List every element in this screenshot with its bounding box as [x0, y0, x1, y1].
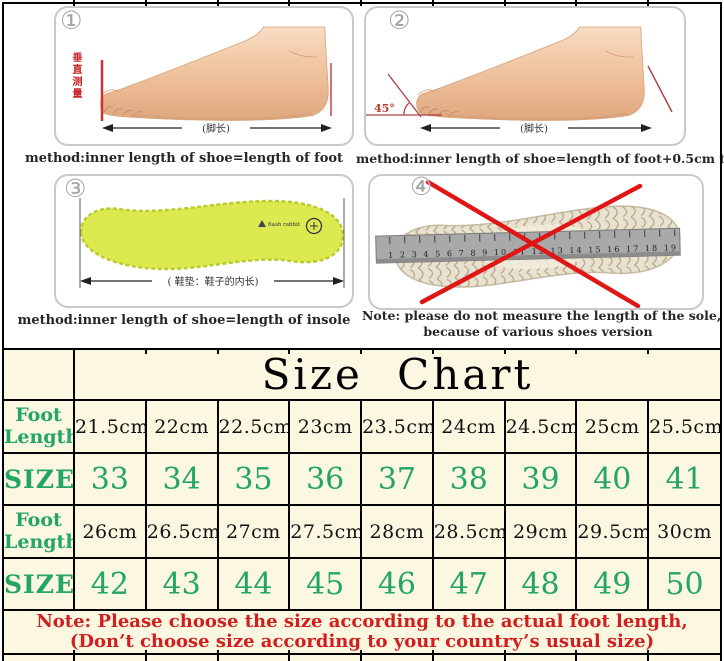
heel-angle-line	[647, 65, 673, 113]
foot-measure-illustration: (脚长)	[99, 25, 332, 135]
size-cell: 35	[216, 452, 291, 506]
title-row-empty-cell	[4, 348, 75, 401]
size-cell: 34	[144, 452, 219, 506]
size-note: Note: Please choose the size according t…	[4, 609, 720, 655]
foot-length-cell: 28cm	[360, 504, 434, 559]
step-3-caption: method:inner length of shoe=length of in…	[17, 313, 351, 328]
foot-length-cell: 29.5cm	[575, 504, 650, 559]
foot-length-cell: 30cm	[647, 504, 720, 559]
foot-length-row-2: Foot Length 26cm 26.5cm 27cm 27.5cm 28cm…	[4, 504, 720, 559]
vertical-measure-label: 垂直测量	[70, 52, 81, 100]
foot-length-cell: 21.5cm	[73, 399, 147, 454]
foot-length-cell: 23cm	[288, 399, 363, 454]
foot-length-header: Foot Length	[4, 399, 75, 454]
size-cell: 44	[216, 557, 291, 611]
size-cell: 45	[288, 557, 363, 611]
step-4-badge: ④	[410, 172, 433, 201]
angle-label: 45°	[374, 102, 395, 115]
red-cross-icon	[419, 179, 643, 308]
size-cell: 39	[503, 452, 578, 506]
foot-length-cell: 29cm	[503, 504, 578, 559]
step-4-caption-line1: Note: please do not measure the length o…	[362, 308, 722, 323]
size-row-2: SIZE 42 43 44 45 46 47 48 49 50	[4, 557, 720, 611]
step-2-panel: 45° (脚长)	[364, 6, 686, 146]
size-cell: 33	[73, 452, 147, 506]
size-chart-title: Size Chart	[73, 348, 720, 401]
step-4-caption-line2: because of various shoes version	[423, 324, 653, 339]
size-header: SIZE	[4, 557, 75, 611]
size-cell: 38	[431, 452, 506, 506]
foot-length-cell: 23.5cm	[360, 399, 434, 454]
size-cell: 37	[360, 452, 434, 506]
sole-ruler-illustration: 1 2 3 4 5 6 7 8 9 10 11 12 13 14 15 16 1…	[375, 179, 681, 308]
step-1-panel: 垂直测量	[54, 6, 354, 146]
insole-shape	[79, 199, 345, 271]
foot-length-cell: 28.5cm	[431, 504, 506, 559]
foot-length-cell: 22cm	[144, 399, 219, 454]
foot-length-cell: 25.5cm	[647, 399, 720, 454]
foot-length-cell: 22.5cm	[216, 399, 291, 454]
size-cell: 50	[647, 557, 720, 611]
bottom-column-ticks	[0, 650, 724, 661]
size-cell: 40	[575, 452, 650, 506]
angle-45-line	[387, 73, 422, 118]
foot-length-arrow-label: (脚长)	[202, 122, 230, 135]
foot-length-header: Foot Length	[4, 504, 75, 559]
size-note-line1: Note: Please choose the size according t…	[36, 611, 688, 632]
foot-length-cell: 25cm	[575, 399, 650, 454]
size-row-1: SIZE 33 34 35 36 37 38 39 40 41	[4, 452, 720, 506]
title-row-ticks	[0, 350, 724, 354]
foot-length-cell: 24cm	[431, 399, 506, 454]
foot-length-arrow	[102, 124, 332, 132]
size-cell: 46	[360, 557, 434, 611]
size-chart-table: Size Chart Foot Length 21.5cm 22cm 22.5c…	[4, 348, 720, 655]
measuring-guide-section: ① ② ③ ④ 垂直测量	[4, 4, 724, 348]
size-cell: 41	[647, 452, 720, 506]
size-cell: 47	[431, 557, 506, 611]
size-note-line2: (Don’t choose size according to your cou…	[69, 631, 655, 652]
size-cell: 42	[73, 557, 147, 611]
insole-logo-text: flash rabbit	[268, 222, 301, 228]
step-1-badge: ①	[60, 6, 83, 35]
size-header: SIZE	[4, 452, 75, 506]
foot-length-cell: 24.5cm	[503, 399, 578, 454]
foot-length-cell: 27cm	[216, 504, 291, 559]
insole-length-arrow-label: ( 鞋垫：鞋子的内长)	[168, 275, 259, 288]
size-cell: 43	[144, 557, 219, 611]
step-3-panel: flash rabbit ( 鞋垫：鞋子的内长)	[54, 174, 354, 308]
size-cell: 49	[575, 557, 650, 611]
angle-arc	[403, 102, 410, 116]
size-cell: 48	[503, 557, 578, 611]
certified-mark-icon	[305, 217, 323, 235]
insole-logo: flash rabbit	[258, 217, 323, 235]
step-2-badge: ②	[388, 6, 411, 35]
step-4-caption: Note: please do not measure the length o…	[362, 308, 722, 340]
step-3-badge: ③	[64, 174, 87, 203]
foot-length-arrow-label: (脚长)	[520, 122, 548, 135]
foot-length-cell: 27.5cm	[288, 504, 363, 559]
step-1-caption: method:inner length of shoe=length of fo…	[24, 151, 344, 166]
foot-length-cell: 26cm	[73, 504, 147, 559]
top-column-ticks	[0, 0, 724, 6]
size-cell: 36	[288, 452, 363, 506]
insole-length-arrow	[80, 277, 344, 285]
foot-length-row-1: Foot Length 21.5cm 22cm 22.5cm 23cm 23.5…	[4, 399, 720, 454]
step-2-caption: method:inner length of shoe=length of fo…	[356, 151, 724, 166]
step-4-panel: 1 2 3 4 5 6 7 8 9 10 11 12 13 14 15 16 1…	[368, 174, 704, 310]
foot-length-cell: 26.5cm	[144, 504, 219, 559]
foot-angle-illustration: 45° (脚长)	[366, 25, 673, 135]
insole-illustration: flash rabbit ( 鞋垫：鞋子的内长)	[79, 198, 345, 288]
foot-length-arrow	[420, 124, 652, 132]
